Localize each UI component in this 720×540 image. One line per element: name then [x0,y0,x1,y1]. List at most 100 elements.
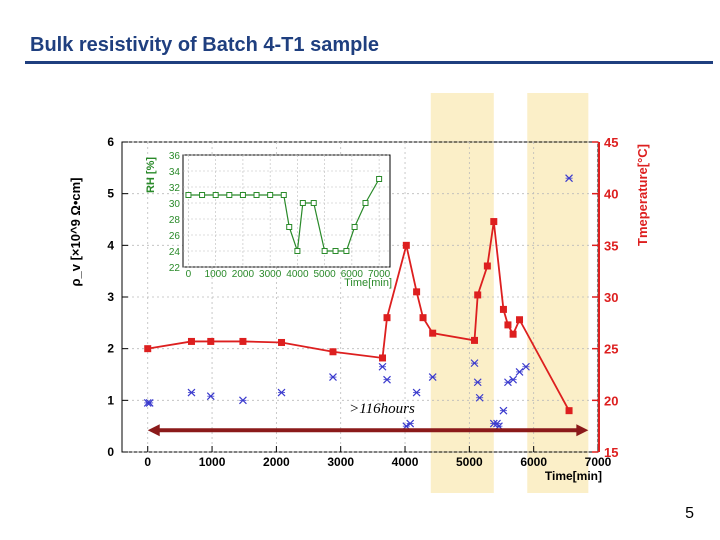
rh-point [343,248,350,254]
temperature-point [470,336,478,344]
y2-tick-label: 40 [604,187,618,202]
resistivity-point [239,396,247,405]
shaded-intervals [430,93,589,493]
temperature-point [239,337,247,345]
duration-label: >116hours [349,401,415,417]
rh-point [376,176,383,182]
resistivity-point [565,174,573,183]
y-tick-label: 1 [107,393,114,407]
inset-axes: 0 1000 2000 3000 4000 5000 6000 7000 22 24 26 28 30 3… [169,151,391,280]
rh-point [362,200,369,206]
rh-series [185,176,383,254]
inset-y-tick-label: 32 [169,183,181,194]
main-axes: 0 1000 2000 3000 4000 5000 6000 7000 0 1 2 3 4 5 6 [107,135,611,469]
resistivity-point [428,373,437,382]
x-tick-label: 3000 [327,455,354,469]
resistivity-point [206,392,215,401]
temperature-point [329,348,337,356]
resistivity-point [522,362,530,371]
y2-tick-label: 45 [604,135,618,150]
rh-point [199,192,206,198]
inset-x-tick-label: 4000 [286,269,309,280]
inset-y-tick-label: 30 [169,199,181,210]
inset-y-tick-label: 22 [169,263,181,274]
shaded-interval [430,93,494,493]
resistivity-point [475,393,484,402]
inset-y-tick-label: 24 [169,247,181,258]
resistivity-point [473,378,482,387]
resistivity-point [406,419,415,428]
inset-y-tick-label: 26 [169,231,181,242]
rh-point [294,248,301,254]
temperature-series [144,218,573,415]
rh-inset-chart: 0 1000 2000 3000 4000 5000 6000 7000 22 24 26 28 30 3… [145,151,392,289]
temperature-point [207,337,215,345]
inset-x-label: Time[min] [344,277,392,289]
title-rule [25,61,713,64]
temperature-point [402,241,410,249]
inset-x-tick-label: 2000 [232,269,255,280]
temperature-point [187,337,195,345]
y-axis-label: ρ_v [×10^9 Ω•cm] [68,177,83,286]
temperature-point [144,345,152,353]
temperature-point [419,314,427,322]
temperature-point [565,407,573,415]
rh-point [351,224,358,230]
inset-x-tick-label: 0 [186,269,192,280]
temperature-axis: 15 20 25 30 35 40 45 [592,135,618,460]
y-tick-label: 5 [107,187,114,201]
temperature-point [490,218,498,226]
duration-arrow-right-head [576,424,589,437]
right-axis-bar [598,142,600,452]
x-tick-label: 7000 [585,455,612,469]
rh-point [185,192,192,198]
rh-point [226,192,233,198]
y-tick-label: 4 [107,238,114,252]
rh-point [286,224,293,230]
temperature-point [509,330,517,338]
temperature-point [474,291,482,299]
slide-title: Bulk resistivity of Batch 4-T1 sample [30,34,380,56]
rh-point [212,192,219,198]
resistivity-point [187,388,196,397]
inset-x-tick-label: 1000 [205,269,228,280]
page-number: 5 [685,505,694,522]
rh-point [299,200,306,206]
resistivity-point [383,375,391,384]
rh-point [267,192,274,198]
inset-x-tick-label: 3000 [259,269,282,280]
y2-tick-label: 15 [604,445,618,460]
resistivity-point [378,362,387,371]
y2-tick-label: 35 [604,238,618,253]
inset-y-tick-label: 28 [169,215,181,226]
y-tick-label: 3 [107,290,114,304]
rh-point [310,200,317,206]
x-axis-label: Time[min] [545,469,602,483]
x-tick-label: 5000 [456,455,483,469]
temperature-point [483,262,491,270]
resistivity-point [277,388,286,397]
resistivity-point [412,388,421,397]
x-tick-label: 4000 [392,455,419,469]
rh-point [253,192,260,198]
y2-tick-label: 20 [604,393,618,408]
y2-axis-label: Tmeperature[°C] [635,144,650,246]
y-tick-label: 2 [107,342,114,356]
x-tick-label: 6000 [520,455,547,469]
temperature-point [499,305,507,313]
inset-x-tick-label: 5000 [314,269,337,280]
resistivity-point [145,398,154,407]
temperature-point [504,321,512,329]
resistivity-point [470,359,479,368]
inset-x-tick-label: 7000 [368,269,391,280]
inset-y-label: RH [%] [145,157,157,193]
x-tick-label: 2000 [263,455,290,469]
y2-tick-label: 30 [604,290,618,305]
resistivity-series [143,174,573,431]
rh-point [321,248,328,254]
resistivity-point [515,367,524,376]
y-tick-label: 6 [107,135,114,149]
temperature-point [516,316,524,324]
x-tick-label: 0 [144,455,151,469]
